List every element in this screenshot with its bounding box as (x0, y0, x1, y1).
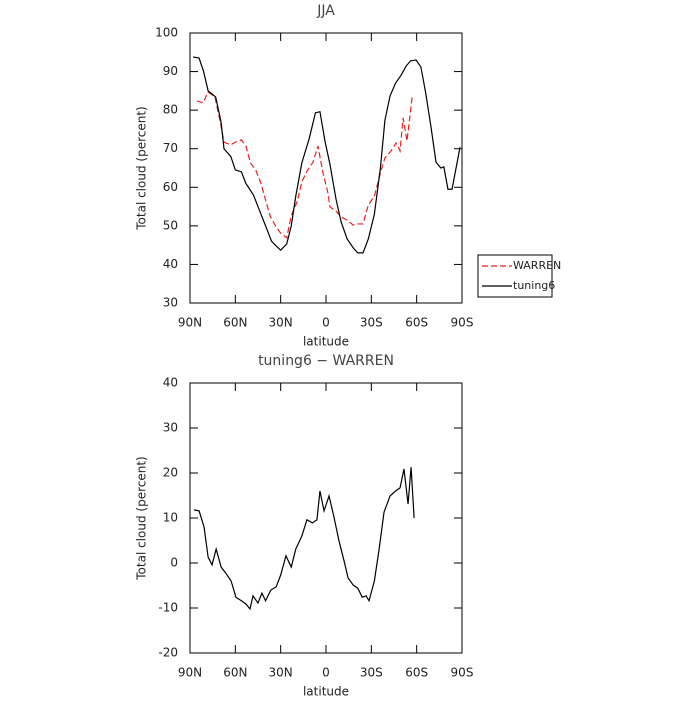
y-tick-label: 60 (163, 180, 178, 194)
y-tick-label: 20 (163, 466, 178, 480)
x-tick-label: 60N (223, 316, 247, 330)
y-tick-label: -20 (158, 646, 178, 660)
x-tick-label: 30N (269, 666, 293, 680)
y-tick-label: 100 (155, 26, 178, 40)
legend-label: WARREN (513, 259, 561, 272)
data-line (196, 91, 413, 239)
y-tick-label: 10 (163, 511, 178, 525)
legend-box (477, 254, 553, 298)
y-tick-label: 70 (163, 141, 178, 155)
x-tick-label: 0 (322, 316, 330, 330)
y-tick-label: 40 (163, 257, 178, 271)
y-tick-label: 90 (163, 64, 178, 78)
x-tick-label: 90N (178, 666, 202, 680)
legend-label: tuning6 (513, 279, 555, 292)
x-tick-label: 90S (451, 666, 474, 680)
data-line (192, 56, 461, 254)
chart-title: tuning6 − WARREN (258, 353, 394, 369)
y-axis-label: Total cloud (percent) (135, 456, 149, 580)
x-axis-label: latitude (303, 335, 349, 349)
x-tick-label: 90S (451, 316, 474, 330)
x-tick-label: 60S (405, 316, 428, 330)
y-tick-label: 30 (163, 296, 178, 310)
x-tick-label: 90N (178, 316, 202, 330)
x-tick-label: 60S (405, 666, 428, 680)
y-tick-label: 40 (163, 376, 178, 390)
x-tick-label: 60N (223, 666, 247, 680)
x-tick-label: 30N (269, 316, 293, 330)
y-tick-label: -10 (158, 601, 178, 615)
y-tick-label: 80 (163, 103, 178, 117)
y-tick-label: 0 (170, 556, 178, 570)
plot-frame (189, 382, 463, 654)
x-tick-label: 0 (322, 666, 330, 680)
x-axis-label: latitude (303, 685, 349, 699)
y-tick-label: 50 (163, 218, 178, 232)
chart-title: JJA (316, 3, 335, 19)
data-line (193, 467, 415, 611)
x-tick-label: 30S (360, 316, 383, 330)
x-tick-label: 30S (360, 666, 383, 680)
plot-frame (189, 32, 463, 304)
y-axis-label: Total cloud (percent) (135, 106, 149, 230)
y-tick-label: 30 (163, 421, 178, 435)
